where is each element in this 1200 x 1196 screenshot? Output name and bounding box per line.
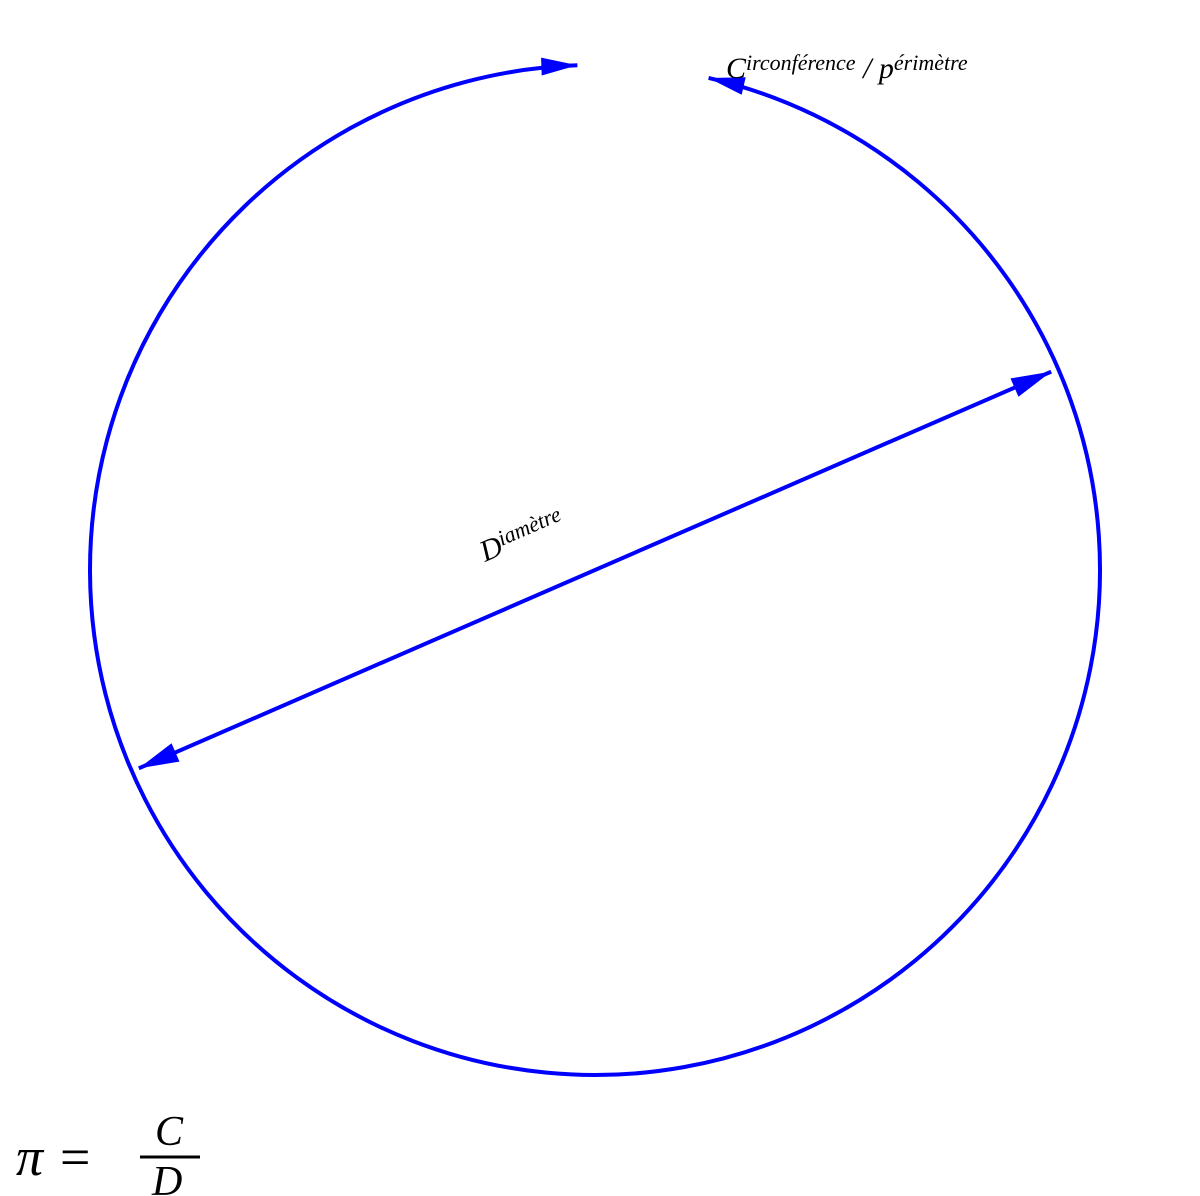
- labels-group: Circonférence / périmètre Diamètre: [473, 50, 968, 569]
- circumference-arc: [90, 58, 1100, 1075]
- pi-fraction-denominator: D: [151, 1159, 182, 1196]
- circle-diagram: Circonférence / périmètre Diamètre π = CD: [0, 0, 1200, 1196]
- pi-fraction-numerator: C: [155, 1109, 184, 1155]
- pi-formula: π = CD: [16, 1109, 200, 1196]
- diameter-label: Diamètre: [473, 501, 569, 568]
- diameter-line: [139, 372, 1051, 769]
- pi-symbol: π =: [16, 1127, 93, 1187]
- circumference-label: Circonférence / périmètre: [726, 50, 968, 85]
